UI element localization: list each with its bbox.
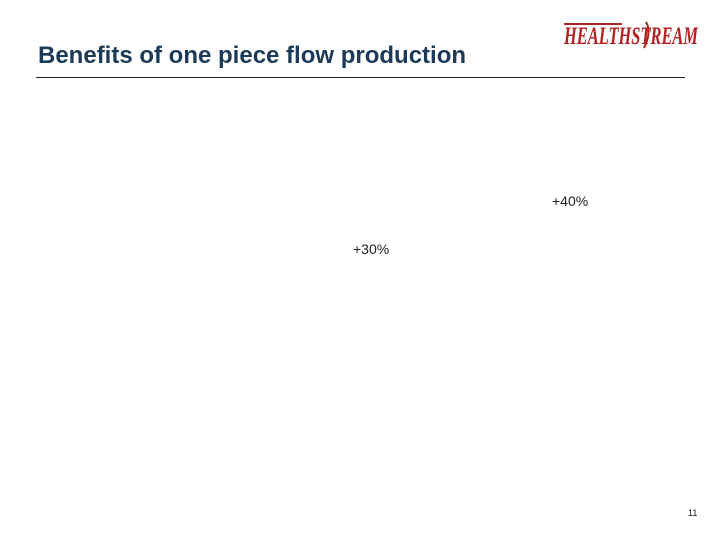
annotation-plus-40: +40% <box>552 193 589 209</box>
slide-title: Benefits of one piece flow production <box>38 42 467 69</box>
svg-text:HEALTHSTREAM: HEALTHSTREAM <box>563 23 698 50</box>
page-number: 11 <box>688 508 698 518</box>
annotation-plus-30: +30% <box>353 241 390 257</box>
healthstream-logo: HEALTHSTREAM <box>563 21 699 50</box>
title-divider <box>36 77 685 78</box>
